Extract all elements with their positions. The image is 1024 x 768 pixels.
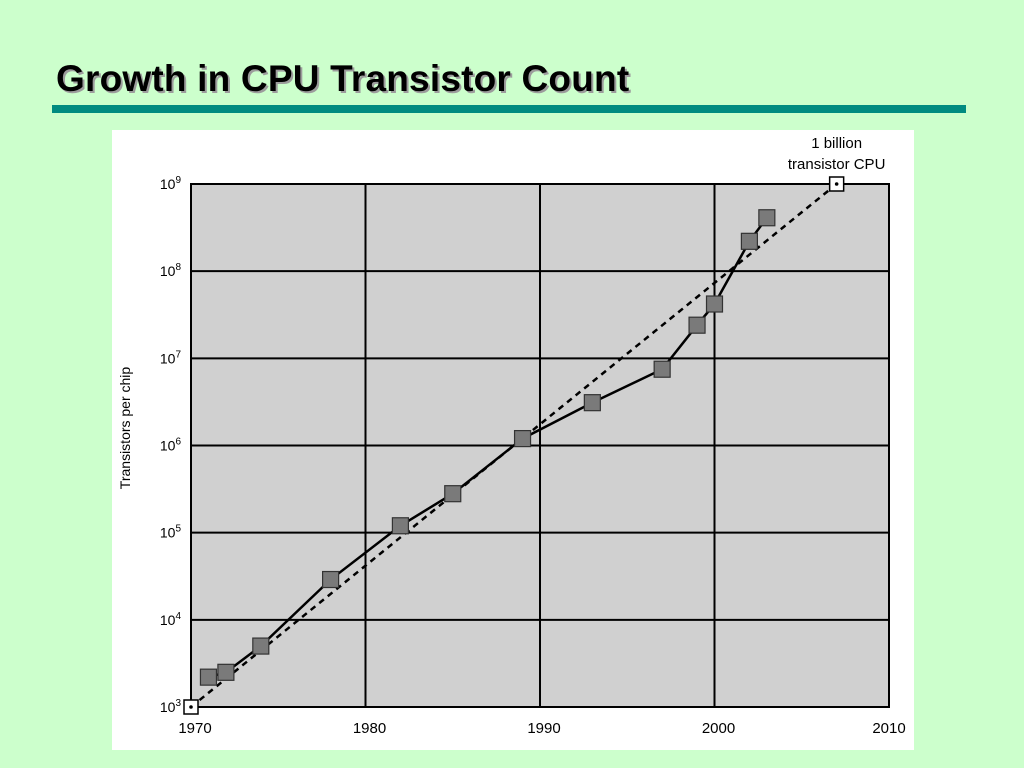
y-tick-label: 104 <box>160 611 182 628</box>
x-tick-label: 1970 <box>178 720 211 737</box>
x-tick-label: 1990 <box>527 720 560 737</box>
x-tick-label: 1980 <box>353 720 386 737</box>
data-point-marker <box>391 517 409 535</box>
data-point-marker <box>199 668 218 686</box>
data-point-marker <box>758 209 776 227</box>
data-point-marker <box>740 232 759 250</box>
data-point-marker <box>653 360 671 378</box>
title-underline <box>52 105 966 113</box>
slide-title: Growth in CPU Transistor Count <box>56 58 630 99</box>
data-point-marker <box>513 429 532 448</box>
y-tick-label: 106 <box>160 437 182 454</box>
transistor-chart: 103 104 105 106 107 108 109 1970 1980 1990 2000 20… <box>117 135 906 737</box>
x-tick-label: 2000 <box>702 720 735 737</box>
series-layer <box>183 176 845 715</box>
grid-lines <box>191 184 889 707</box>
data-point-marker <box>217 663 235 681</box>
y-tick-label: 107 <box>160 349 182 366</box>
data-point-marker <box>252 637 270 655</box>
data-point-marker <box>705 295 724 313</box>
annotation-line-1: 1 billion <box>811 135 862 152</box>
y-tick-label: 108 <box>160 262 182 279</box>
trend-endpoint-dot <box>834 182 839 186</box>
data-point-marker <box>688 316 706 334</box>
x-tick-label: 2010 <box>872 720 905 737</box>
x-tick-labels: 1970 1980 1990 2000 2010 <box>178 720 905 737</box>
annotation-layer: 1 billion transistor CPU <box>788 135 886 173</box>
data-point-marker <box>322 570 340 589</box>
data-point-marker <box>444 485 462 503</box>
trend-endpoint-dot <box>189 705 193 709</box>
y-axis-label: Transistors per chip <box>117 367 133 490</box>
chart-panel: 103 104 105 106 107 108 109 1970 1980 1990 2000 20… <box>112 130 914 750</box>
y-tick-label: 103 <box>160 698 182 715</box>
data-point-marker <box>583 394 601 412</box>
annotation-line-2: transistor CPU <box>788 156 886 173</box>
y-tick-label: 109 <box>160 175 182 192</box>
y-tick-label: 105 <box>160 524 182 541</box>
y-tick-labels: 103 104 105 106 107 108 109 <box>160 175 182 715</box>
